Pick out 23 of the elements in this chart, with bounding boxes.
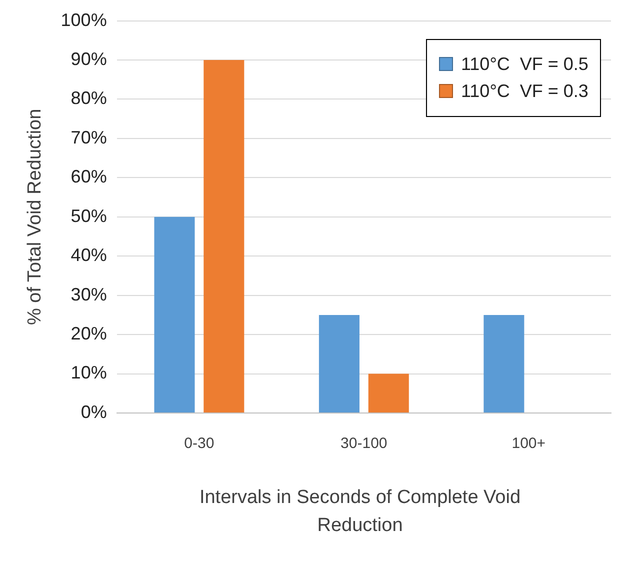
x-tick-label: 100+	[512, 435, 546, 452]
y-tick-label: 90%	[70, 48, 107, 69]
y-tick-label: 20%	[70, 324, 107, 344]
y-tick-label: 30%	[70, 284, 107, 304]
x-axis-title: Intervals in Seconds of Complete Void Reduction	[198, 486, 522, 538]
bar	[154, 216, 195, 412]
legend-label: 110°C VF = 0.5	[460, 54, 588, 75]
y-tick-label: 60%	[70, 166, 107, 187]
bar	[204, 60, 244, 412]
y-tick-label: 50%	[70, 206, 107, 226]
bar	[368, 374, 409, 412]
y-tick-label: 100%	[60, 10, 107, 30]
y-tick-label: 70%	[70, 127, 107, 148]
y-tick-label: 10%	[70, 362, 107, 383]
y-tick-label: 40%	[70, 245, 107, 266]
bar	[484, 314, 524, 412]
y-axis-title: % of Total Void Reduction	[24, 108, 46, 325]
bar	[318, 314, 360, 412]
y-tick-label: 0%	[80, 402, 107, 422]
legend-label: 110°C VF = 0.3	[460, 80, 588, 102]
x-tick-label: 30-100	[340, 435, 388, 452]
x-tick-label: 0-30	[184, 435, 214, 452]
y-tick-label: 80%	[70, 88, 107, 108]
